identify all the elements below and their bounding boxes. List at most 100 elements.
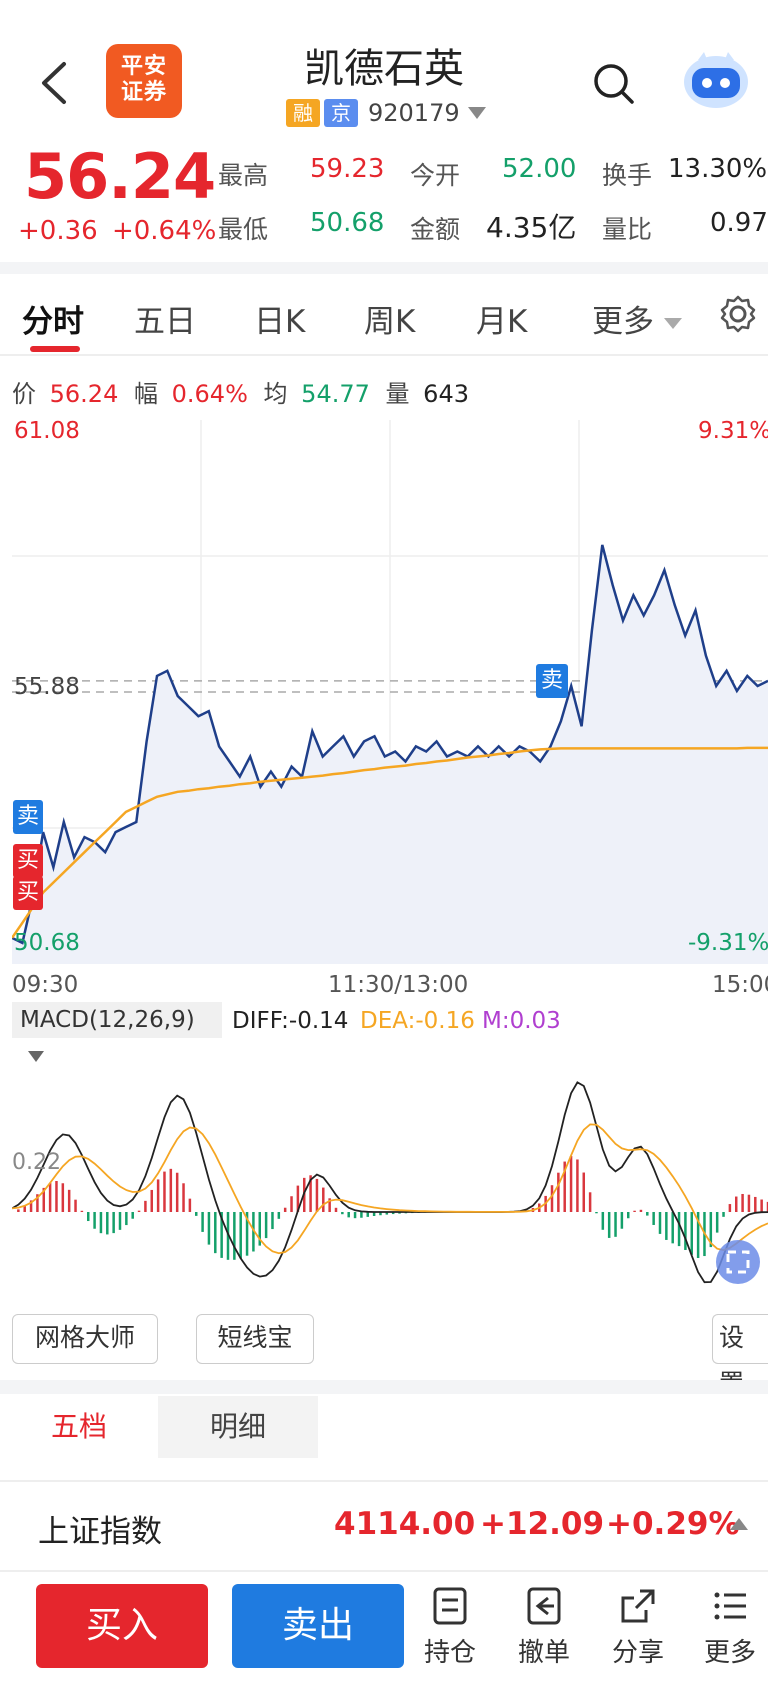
- x-axis-start: 09:30: [12, 972, 79, 998]
- more-button[interactable]: 更多: [690, 1586, 768, 1669]
- buy-button[interactable]: 买入: [36, 1584, 208, 1668]
- expand-chart-button[interactable]: [716, 1240, 760, 1284]
- indicator-selector[interactable]: MACD(12,26,9): [12, 1002, 222, 1062]
- holdings-label: 持仓: [423, 1638, 476, 1668]
- y-axis-bottom: 50.68: [14, 930, 80, 956]
- search-button[interactable]: [592, 62, 636, 110]
- index-change: +12.09: [480, 1506, 605, 1542]
- caret-up-icon: [730, 1518, 748, 1530]
- change-value: +0.36: [18, 216, 98, 246]
- x-axis-mid: 11:30/13:00: [328, 972, 469, 998]
- index-change-pct: +0.29%: [606, 1506, 740, 1542]
- turnover-label: 换手: [602, 161, 653, 190]
- gear-icon: [720, 295, 756, 333]
- holdings-icon: [433, 1587, 467, 1625]
- stock-code: 920179: [368, 99, 460, 127]
- macd-dea-line: [12, 1123, 768, 1255]
- holdings-button[interactable]: 持仓: [410, 1586, 490, 1669]
- panel-divider: [0, 1480, 768, 1482]
- info-price-label: 价: [12, 380, 36, 408]
- cancel-order-label: 撤单: [517, 1638, 570, 1668]
- short-line-button[interactable]: 短线宝: [196, 1314, 314, 1364]
- volume-ratio-label: 量比: [602, 215, 653, 244]
- macd-chart[interactable]: [12, 1000, 768, 1300]
- info-avg-label: 均: [263, 380, 288, 408]
- exchange-tag: 京: [324, 99, 358, 127]
- tab-five-day[interactable]: 五日: [134, 304, 196, 340]
- y-axis-mid: 55.88: [14, 674, 80, 700]
- settings-button[interactable]: 设置: [712, 1314, 768, 1398]
- grid-master-button[interactable]: 网格大师: [12, 1314, 158, 1364]
- logo-line2: 证券: [120, 80, 167, 105]
- chart-settings-button[interactable]: [718, 294, 758, 338]
- intraday-price-chart[interactable]: [12, 420, 768, 964]
- amount-label: 金额: [410, 215, 461, 244]
- margin-tag: 融: [286, 99, 320, 127]
- chevron-left-icon: [42, 62, 66, 104]
- tab-divider: [0, 354, 768, 356]
- share-icon: [621, 1589, 655, 1623]
- tab-more-label: 更多: [592, 304, 654, 340]
- sell-marker[interactable]: 卖: [536, 664, 568, 698]
- amount-value: 4.35亿: [486, 211, 577, 244]
- turnover-value: 13.30%: [668, 154, 768, 184]
- back-button[interactable]: [36, 58, 76, 108]
- low-label: 最低: [218, 215, 269, 244]
- robot-icon: [684, 52, 748, 108]
- index-ticker[interactable]: 上证指数 4114.00 +12.09 +0.29%: [0, 1484, 768, 1568]
- x-axis-end: 15:00: [712, 972, 768, 998]
- high-value: 59.23: [310, 154, 385, 184]
- open-value: 52.00: [502, 154, 577, 184]
- macd-level-label: 0.22: [12, 1150, 61, 1175]
- macd-diff-line: [12, 1081, 768, 1284]
- info-price: 56.24: [49, 380, 119, 408]
- cancel-order-icon: [527, 1587, 561, 1625]
- cancel-order-button[interactable]: 撤单: [504, 1586, 584, 1669]
- sell-button[interactable]: 卖出: [232, 1584, 404, 1668]
- tab-monthly-k[interactable]: 月K: [476, 304, 528, 340]
- caret-down-icon: [664, 318, 682, 329]
- section-divider: [0, 262, 768, 274]
- info-avg: 54.77: [301, 380, 370, 408]
- stock-tags[interactable]: 融 京 920179: [286, 98, 486, 128]
- info-vol: 643: [423, 380, 469, 408]
- price-line: [12, 544, 768, 945]
- tab-intraday[interactable]: 分时: [22, 304, 84, 340]
- caret-down-icon: [467, 107, 486, 119]
- index-value: 4114.00: [334, 1506, 476, 1542]
- macd-m: M:0.03: [482, 1008, 561, 1034]
- stock-title: 凯德石英: [304, 46, 464, 92]
- current-price: 56.24: [24, 140, 216, 213]
- tab-more[interactable]: 更多: [592, 296, 682, 341]
- tab-weekly-k[interactable]: 周K: [364, 304, 416, 340]
- y-axis-top: 61.08: [14, 418, 80, 444]
- assistant-robot-button[interactable]: [678, 48, 754, 112]
- price-change: +0.36 +0.64%: [18, 216, 216, 246]
- macd-diff: DIFF:-0.14: [232, 1008, 349, 1034]
- section-divider: [0, 1380, 768, 1394]
- open-label: 今开: [410, 161, 461, 190]
- intraday-info-bar: 价 56.24 幅 0.64% 均 54.77 量 643: [12, 374, 469, 409]
- expand-icon: [726, 1250, 750, 1274]
- active-tab-indicator: [30, 346, 80, 352]
- tab-order-book[interactable]: 五档: [50, 1410, 107, 1443]
- pct-axis-bottom: -9.31%: [688, 930, 768, 956]
- tab-daily-k[interactable]: 日K: [254, 304, 306, 340]
- change-percent: +0.64%: [111, 216, 217, 246]
- high-label: 最高: [218, 161, 269, 190]
- buy-marker-left[interactable]: 买: [13, 844, 43, 878]
- share-label: 分享: [611, 1638, 664, 1668]
- pct-axis-top: 9.31%: [698, 418, 768, 444]
- low-value: 50.68: [310, 208, 385, 238]
- share-button[interactable]: 分享: [598, 1586, 678, 1669]
- tab-trade-detail[interactable]: 明细: [158, 1396, 318, 1458]
- info-vol-label: 量: [385, 380, 410, 408]
- logo-line1: 平安: [120, 54, 167, 79]
- menu-icon: [714, 1592, 746, 1620]
- caret-down-icon: [28, 1051, 44, 1062]
- sell-marker-left[interactable]: 卖: [13, 800, 43, 834]
- index-name: 上证指数: [38, 1514, 162, 1550]
- indicator-name: MACD(12,26,9): [20, 1007, 195, 1033]
- broker-logo: 平安 证券: [106, 44, 182, 118]
- buy-marker-left-2[interactable]: 买: [13, 876, 43, 910]
